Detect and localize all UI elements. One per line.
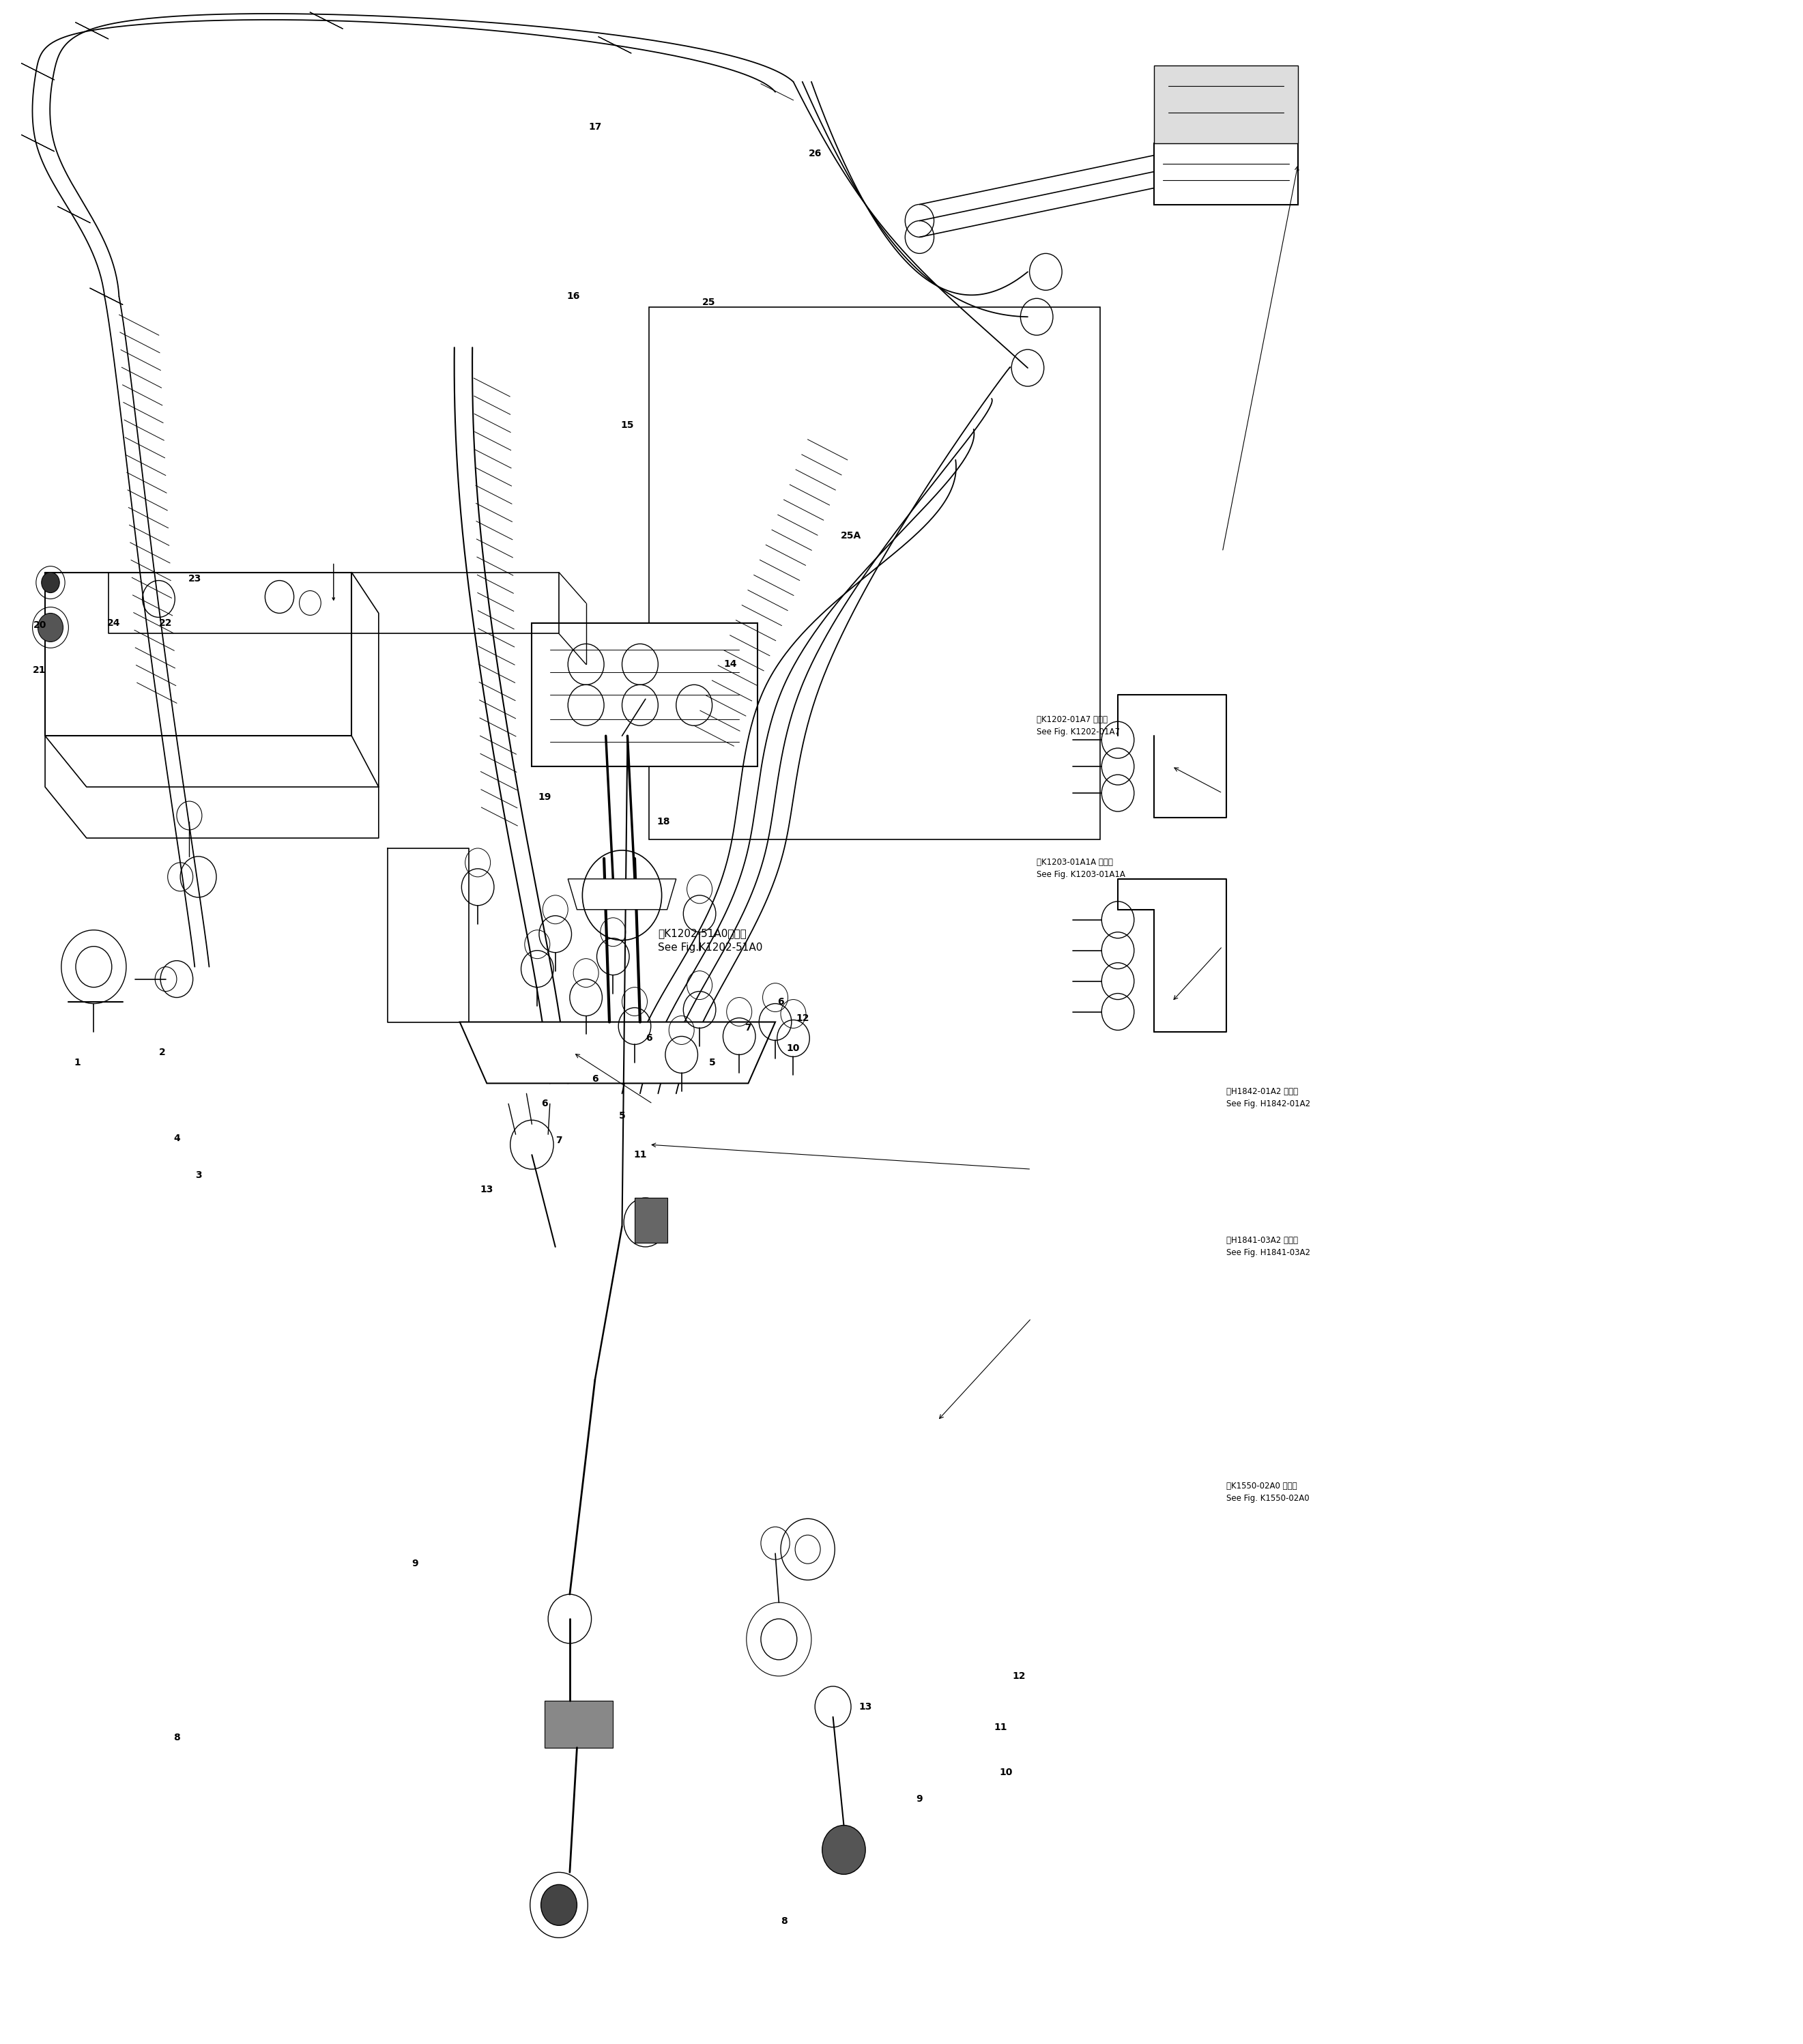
- Polygon shape: [532, 623, 757, 766]
- Text: 第K1550-02A0 図参照
See Fig. K1550-02A0: 第K1550-02A0 図参照 See Fig. K1550-02A0: [1226, 1482, 1309, 1502]
- Text: 13: 13: [480, 1186, 494, 1194]
- Text: 7: 7: [745, 1024, 752, 1032]
- Text: 15: 15: [620, 421, 635, 429]
- Text: 12: 12: [1011, 1672, 1026, 1680]
- Text: 26: 26: [808, 149, 822, 157]
- Polygon shape: [1154, 143, 1298, 204]
- Circle shape: [822, 1825, 865, 1874]
- Text: 5: 5: [618, 1112, 626, 1120]
- Text: 6: 6: [591, 1075, 599, 1083]
- Text: 13: 13: [858, 1703, 873, 1711]
- Text: 20: 20: [32, 621, 47, 630]
- Text: 21: 21: [32, 666, 47, 675]
- Text: 9: 9: [411, 1560, 418, 1568]
- Circle shape: [541, 1885, 577, 1925]
- Text: 第K1202-51A0図参照
See Fig.K1202-51A0: 第K1202-51A0図参照 See Fig.K1202-51A0: [658, 928, 763, 953]
- Text: 7: 7: [555, 1136, 563, 1145]
- Text: 19: 19: [537, 793, 552, 801]
- Text: 12: 12: [795, 1014, 810, 1022]
- Polygon shape: [649, 307, 1100, 840]
- Text: 23: 23: [188, 574, 202, 583]
- Circle shape: [38, 613, 63, 642]
- Text: 5: 5: [709, 1059, 716, 1067]
- Text: 25: 25: [701, 298, 716, 307]
- Text: 17: 17: [588, 123, 602, 131]
- Text: 4: 4: [173, 1134, 180, 1143]
- Text: 25A: 25A: [840, 531, 862, 540]
- Text: 2: 2: [159, 1049, 166, 1057]
- Text: 8: 8: [781, 1917, 788, 1925]
- Polygon shape: [545, 1701, 613, 1748]
- Text: 第H1842-01A2 図参照
See Fig. H1842-01A2: 第H1842-01A2 図参照 See Fig. H1842-01A2: [1226, 1087, 1311, 1108]
- Text: 11: 11: [993, 1723, 1008, 1731]
- Text: 6: 6: [541, 1100, 548, 1108]
- Text: 10: 10: [786, 1044, 801, 1053]
- Circle shape: [41, 572, 59, 593]
- Text: 6: 6: [777, 997, 784, 1006]
- Text: 24: 24: [106, 619, 121, 628]
- Text: 3: 3: [195, 1171, 202, 1179]
- Text: 10: 10: [999, 1768, 1013, 1776]
- Text: 8: 8: [173, 1733, 180, 1741]
- Text: 6: 6: [645, 1034, 653, 1042]
- Text: 1: 1: [74, 1059, 81, 1067]
- Text: 第H1841-03A2 図参照
See Fig. H1841-03A2: 第H1841-03A2 図参照 See Fig. H1841-03A2: [1226, 1237, 1311, 1257]
- Text: 18: 18: [656, 818, 671, 826]
- Polygon shape: [568, 879, 676, 910]
- Text: 第K1203-01A1A 図参照
See Fig. K1203-01A1A: 第K1203-01A1A 図参照 See Fig. K1203-01A1A: [1037, 858, 1125, 879]
- Polygon shape: [460, 1022, 775, 1083]
- Text: 14: 14: [723, 660, 737, 668]
- Text: 22: 22: [159, 619, 173, 628]
- Text: 16: 16: [566, 292, 581, 300]
- Text: 第K1202-01A7 図参照
See Fig. K1202-01A7: 第K1202-01A7 図参照 See Fig. K1202-01A7: [1037, 715, 1120, 736]
- Polygon shape: [1154, 65, 1298, 143]
- Text: 11: 11: [633, 1151, 647, 1159]
- Text: 9: 9: [916, 1795, 923, 1803]
- Polygon shape: [635, 1198, 667, 1243]
